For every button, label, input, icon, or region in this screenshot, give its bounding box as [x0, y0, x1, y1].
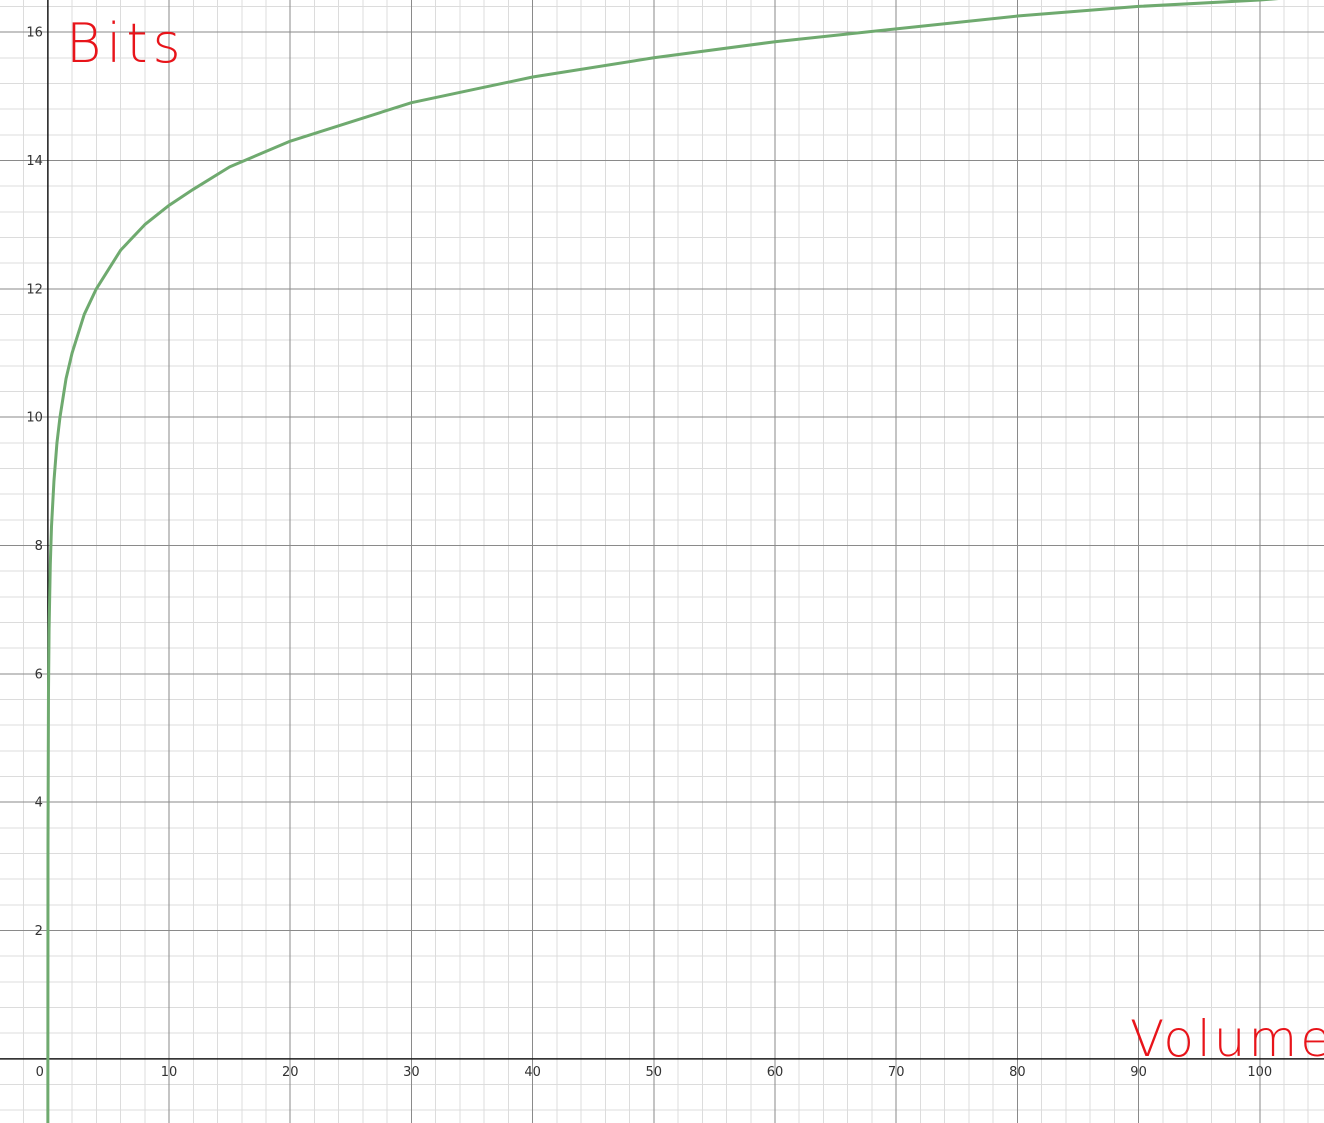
y-tick-label: 14: [26, 154, 43, 169]
tick-labels: 0 10 20 30 40 50 60 70 80 90 100 2 4 6 8 10 12 14 16: [26, 26, 1272, 1080]
y-tick-label: 4: [35, 796, 43, 811]
x-tick-label: 40: [524, 1065, 541, 1080]
x-tick-label: 90: [1130, 1065, 1147, 1080]
x-axis-label: Volume: [1130, 1010, 1324, 1068]
series-line: [46, 0, 1279, 1123]
y-tick-label: 2: [35, 924, 43, 939]
x-tick-label: 0: [36, 1065, 44, 1080]
x-tick-label: 10: [161, 1065, 178, 1080]
y-axis-label: Bits: [66, 12, 186, 75]
y-tick-label: 6: [35, 667, 43, 682]
x-tick-label: 80: [1009, 1065, 1026, 1080]
x-tick-label: 60: [767, 1065, 784, 1080]
x-tick-label: 50: [646, 1065, 663, 1080]
y-tick-label: 16: [26, 26, 43, 41]
y-tick-label: 10: [26, 411, 43, 426]
x-tick-label: 100: [1247, 1065, 1272, 1080]
x-tick-label: 70: [888, 1065, 905, 1080]
y-tick-label: 12: [26, 282, 43, 297]
series-layer: [46, 0, 1279, 1123]
x-tick-label: 20: [282, 1065, 299, 1080]
axis-labels: Bits Volume: [66, 12, 1324, 1068]
x-tick-label: 30: [403, 1065, 420, 1080]
y-tick-label: 8: [35, 539, 43, 554]
